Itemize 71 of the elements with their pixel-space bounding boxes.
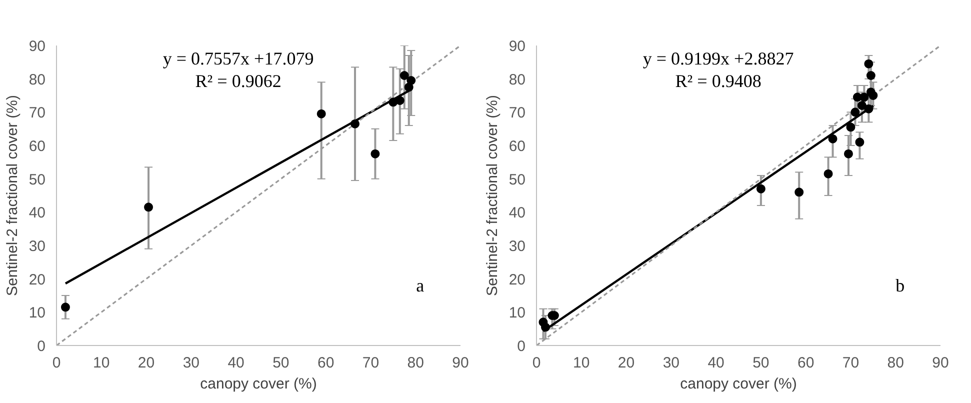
annotation: a (416, 276, 424, 296)
x-axis-title: canopy cover (%) (680, 376, 797, 392)
point (864, 59, 874, 68)
y-tick-label: 90 (28, 38, 46, 55)
x-tick-label: 70 (842, 354, 860, 372)
point (60, 302, 70, 312)
x-tick-label: 60 (797, 354, 814, 372)
point (144, 202, 154, 212)
x-tick-label: 0 (52, 354, 61, 372)
x-tick-label: 20 (138, 354, 155, 372)
x-tick-label: 70 (362, 354, 380, 372)
y-tick-label: 10 (508, 304, 526, 322)
x-tick-label: 30 (182, 354, 200, 372)
point (370, 149, 380, 158)
point (844, 149, 853, 158)
x-tick-label: 50 (272, 354, 290, 372)
x-tick-label: 90 (452, 354, 469, 372)
point (395, 96, 404, 105)
x-tick-label: 40 (708, 354, 724, 372)
x-tick-label: 60 (317, 354, 334, 372)
x-tick-label: 90 (932, 354, 949, 372)
point (406, 76, 416, 85)
y-tick-label: 30 (28, 238, 46, 255)
y-tick-label: 40 (28, 204, 46, 222)
y-tick-label: 40 (508, 204, 526, 222)
point (824, 169, 833, 178)
x-tick-label: 30 (662, 354, 680, 372)
y-tick-label: 0 (517, 338, 526, 355)
y-axis-title: Sentinel-2 fractional cover (%) (4, 95, 21, 296)
y-tick-label: 50 (508, 171, 526, 188)
annotation: b (896, 276, 905, 296)
x-tick-label: 50 (752, 354, 770, 372)
point (540, 322, 550, 332)
point (860, 92, 869, 102)
point (868, 91, 878, 100)
y-tick-label: 0 (37, 338, 46, 355)
y-tick-label: 60 (508, 138, 526, 155)
y-tick-label: 20 (28, 271, 46, 288)
x-axis-title: canopy cover (%) (200, 376, 317, 392)
point (828, 134, 838, 144)
annotation: y = 0.9199x +2.8827 (642, 48, 794, 68)
x-tick-label: 10 (573, 354, 590, 372)
y-tick-label: 60 (28, 138, 46, 155)
x-tick-label: 40 (228, 354, 244, 372)
y-tick-label: 80 (28, 71, 46, 88)
point (864, 104, 874, 114)
y-tick-label: 80 (508, 71, 526, 88)
point (756, 184, 766, 194)
point (316, 109, 326, 118)
x-tick-label: 80 (887, 354, 904, 372)
point (794, 188, 804, 197)
y-tick-label: 70 (508, 104, 526, 122)
annotation: R² = 0.9408 (675, 71, 762, 91)
annotation: R² = 0.9062 (195, 71, 282, 91)
x-tick-label: 0 (532, 354, 541, 372)
annotation: y = 0.7557x +17.079 (162, 48, 314, 68)
x-tick-label: 10 (93, 354, 110, 372)
x-tick-label: 80 (407, 354, 424, 372)
y-tick-label: 70 (28, 104, 46, 122)
y-axis-title: Sentinel-2 fractional cover (%) (484, 95, 501, 296)
point (855, 138, 864, 147)
y-tick-label: 90 (508, 38, 526, 55)
y-tick-label: 10 (28, 304, 46, 322)
y-tick-label: 20 (508, 271, 526, 288)
y-tick-label: 30 (508, 238, 526, 255)
y-tick-label: 50 (28, 171, 46, 188)
point (400, 71, 409, 80)
point (350, 119, 360, 128)
point (857, 101, 866, 110)
x-tick-label: 20 (618, 354, 635, 372)
point (846, 122, 856, 132)
